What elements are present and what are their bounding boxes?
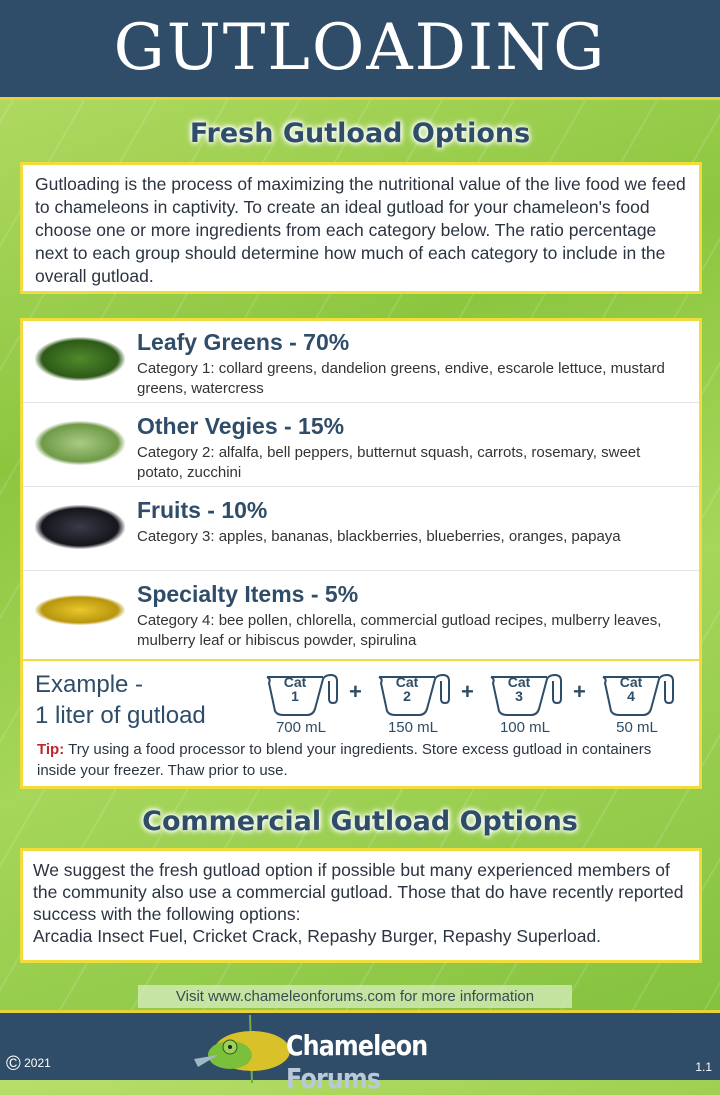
chameleon-forums-logo: Chameleon Forums xyxy=(190,1014,520,1095)
blackberries-image xyxy=(35,505,125,549)
category-other-vegies: Other Vegies - 15% Category 2: alfalfa, … xyxy=(23,405,699,487)
measuring-cup-3: Cat 3 100 mL xyxy=(485,673,565,736)
plus-sign: + xyxy=(573,679,586,704)
cup-amount: 100 mL xyxy=(499,719,551,736)
chameleon-icon xyxy=(194,1014,290,1084)
tip-text: Tip: Try using a food processor to blend… xyxy=(37,741,652,779)
example-label: Example -1 liter of gutload xyxy=(35,671,206,729)
measuring-cup-icon xyxy=(490,673,562,716)
cup-amount: 50 mL xyxy=(616,719,658,736)
intro-box: Gutloading is the process of maximizing … xyxy=(20,162,702,294)
categories-box: Leafy Greens - 70% Category 1: collard g… xyxy=(20,318,702,789)
leafy-greens-image xyxy=(35,337,125,381)
category-desc: Category 1: collard greens, dandelion gr… xyxy=(137,360,665,397)
copyright: © 2021 xyxy=(6,1053,51,1075)
bee-pollen-image xyxy=(35,595,125,625)
category-leafy-greens: Leafy Greens - 70% Category 1: collard g… xyxy=(23,321,699,403)
category-name: Other Vegies - 15% xyxy=(137,413,345,439)
cup-amount: 150 mL xyxy=(387,719,439,736)
header: GUTLOADING xyxy=(0,0,720,100)
logo-text: Chameleon Forums xyxy=(286,1029,428,1095)
page-title: GUTLOADING xyxy=(113,11,607,85)
fresh-section-title: Fresh Gutload Options xyxy=(189,118,531,149)
category-desc: Category 3: apples, bananas, blackberrie… xyxy=(137,528,621,545)
tip-label: Tip: xyxy=(37,741,65,758)
category-fruits: Fruits - 10% Category 3: apples, bananas… xyxy=(23,489,699,571)
measuring-cup-4: Cat 4 50 mL xyxy=(597,673,677,736)
commercial-box: We suggest the fresh gutload option if p… xyxy=(20,848,702,963)
plus-sign: + xyxy=(461,679,474,704)
measuring-cup-icon xyxy=(266,673,338,716)
intro-text: Gutloading is the process of maximizing … xyxy=(35,174,686,286)
measuring-cup-icon xyxy=(602,673,674,716)
category-name: Specialty Items - 5% xyxy=(137,581,359,607)
category-desc: Category 4: bee pollen, chlorella, comme… xyxy=(137,612,662,649)
footer: © 2021 Chameleon Forums 1.1 xyxy=(0,1010,720,1095)
category-name: Leafy Greens - 70% xyxy=(137,329,350,355)
plus-sign: + xyxy=(349,679,362,704)
measuring-cup-2: Cat 2 150 mL xyxy=(373,673,453,736)
version: 1.1 xyxy=(695,1060,712,1074)
commercial-text: We suggest the fresh gutload option if p… xyxy=(33,860,684,924)
category-desc: Category 2: alfalfa, bell peppers, butte… xyxy=(137,444,641,481)
commercial-section-title: Commercial Gutload Options xyxy=(142,806,578,837)
cup-amount: 700 mL xyxy=(275,719,327,736)
measuring-cup-icon xyxy=(378,673,450,716)
sprouts-image xyxy=(35,421,125,465)
visit-link[interactable]: Visit www.chameleonforums.com for more i… xyxy=(138,985,572,1008)
category-name: Fruits - 10% xyxy=(137,497,268,523)
category-specialty: Specialty Items - 5% Category 4: bee pol… xyxy=(23,573,699,655)
example-section: Example -1 liter of gutload Cat 1 700 mL + C… xyxy=(23,659,699,787)
measuring-cup-1: Cat 1 700 mL xyxy=(261,673,341,736)
commercial-options: Arcadia Insect Fuel, Cricket Crack, Repa… xyxy=(33,926,602,946)
